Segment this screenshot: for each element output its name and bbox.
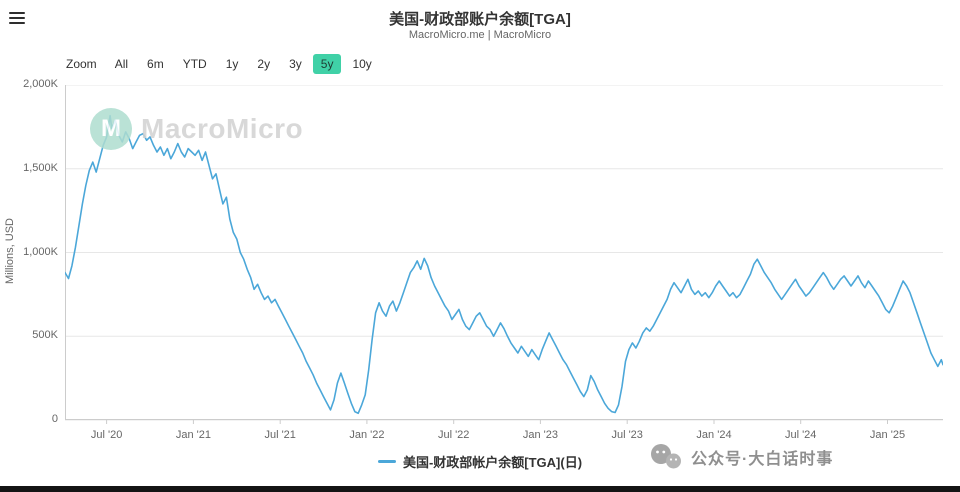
range-button-6m[interactable]: 6m xyxy=(147,57,164,71)
x-tick-label: Jul '24 xyxy=(784,429,817,441)
range-button-row: All 6m YTD 1y 2y 3y 5y 10y xyxy=(107,54,383,74)
range-button-all[interactable]: All xyxy=(114,57,129,71)
range-button-1y[interactable]: 1y xyxy=(225,57,239,71)
x-tick-label: Jul '23 xyxy=(611,429,643,441)
legend-line-marker xyxy=(377,460,396,463)
legend[interactable]: 美国-财政部帐户余额[TGA](日) xyxy=(0,452,960,471)
y-tick-label: 1,500K xyxy=(23,161,58,174)
legend-label: 美国-财政部帐户余额[TGA](日) xyxy=(402,455,583,470)
x-tick-label: Jul '22 xyxy=(437,429,470,441)
y-tick-label: 0 xyxy=(51,413,58,425)
range-button-ytd[interactable]: YTD xyxy=(182,57,207,71)
chart-title: 美国-财政部账户余额[TGA] xyxy=(389,11,571,28)
bottom-edge-bar xyxy=(0,486,960,492)
x-tick-label: Jan '21 xyxy=(175,429,211,441)
x-tick-label: Jul '21 xyxy=(264,429,296,441)
range-button-5y[interactable]: 5y xyxy=(312,54,342,74)
x-tick-label: Jan '22 xyxy=(349,429,385,441)
range-selector: Zoom All 6m YTD 1y 2y 3y 5y 10y xyxy=(66,54,383,74)
plot-area[interactable] xyxy=(65,85,943,427)
x-tick-label: Jan '24 xyxy=(696,429,732,441)
y-tick-label: 2,000K xyxy=(23,78,58,90)
y-tick-label: 1,000K xyxy=(23,245,58,258)
menu-icon[interactable] xyxy=(9,9,25,27)
zoom-label: Zoom xyxy=(66,57,97,71)
x-tick-label: Jan '25 xyxy=(869,429,906,441)
x-tick-label: Jul '20 xyxy=(90,429,123,441)
chart-subtitle: MacroMicro.me | MacroMicro xyxy=(408,29,552,41)
range-button-3y[interactable]: 3y xyxy=(289,57,302,71)
y-tick-label: 500K xyxy=(32,329,58,342)
x-tick-label: Jan '23 xyxy=(522,429,558,441)
range-button-2y[interactable]: 2y xyxy=(257,57,271,71)
range-button-10y[interactable]: 10y xyxy=(352,57,372,71)
